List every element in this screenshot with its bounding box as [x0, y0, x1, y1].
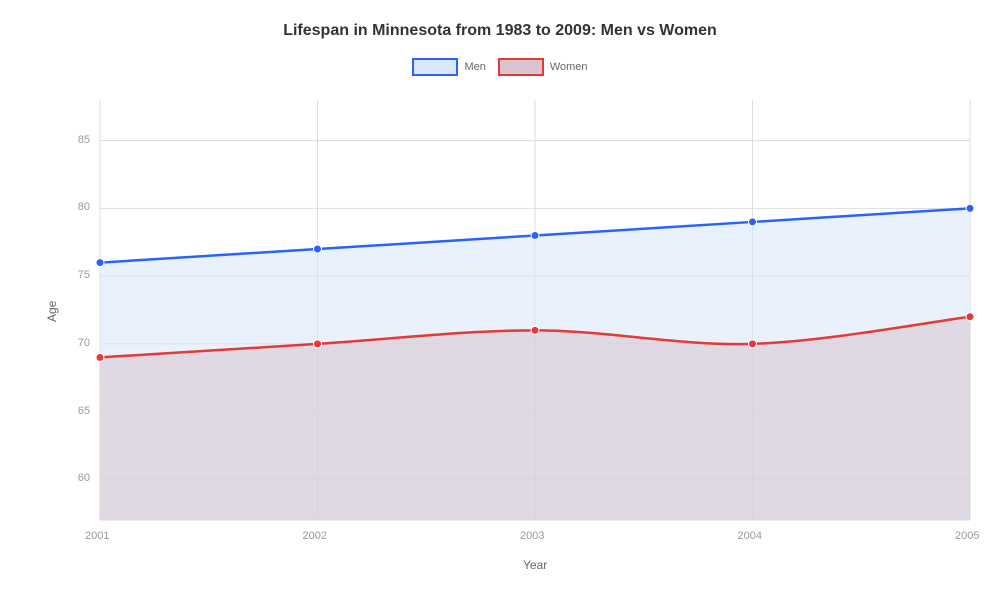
y-tick-label: 80 — [78, 201, 90, 213]
y-tick-label: 65 — [78, 405, 90, 417]
y-tick-label: 75 — [78, 269, 90, 281]
y-tick-label: 60 — [78, 472, 90, 484]
y-tick-label: 85 — [78, 134, 90, 146]
x-tick-label: 2004 — [738, 530, 762, 542]
x-tick-label: 2005 — [955, 530, 979, 542]
x-tick-label: 2001 — [85, 530, 109, 542]
x-tick-label: 2002 — [303, 530, 327, 542]
y-tick-label: 70 — [78, 337, 90, 349]
chart-container: Lifespan in Minnesota from 1983 to 2009:… — [0, 0, 1000, 600]
x-axis-label: Year — [523, 558, 547, 572]
x-tick-label: 2003 — [520, 530, 544, 542]
chart-svg — [0, 0, 1000, 600]
y-axis-label: Age — [45, 301, 59, 322]
